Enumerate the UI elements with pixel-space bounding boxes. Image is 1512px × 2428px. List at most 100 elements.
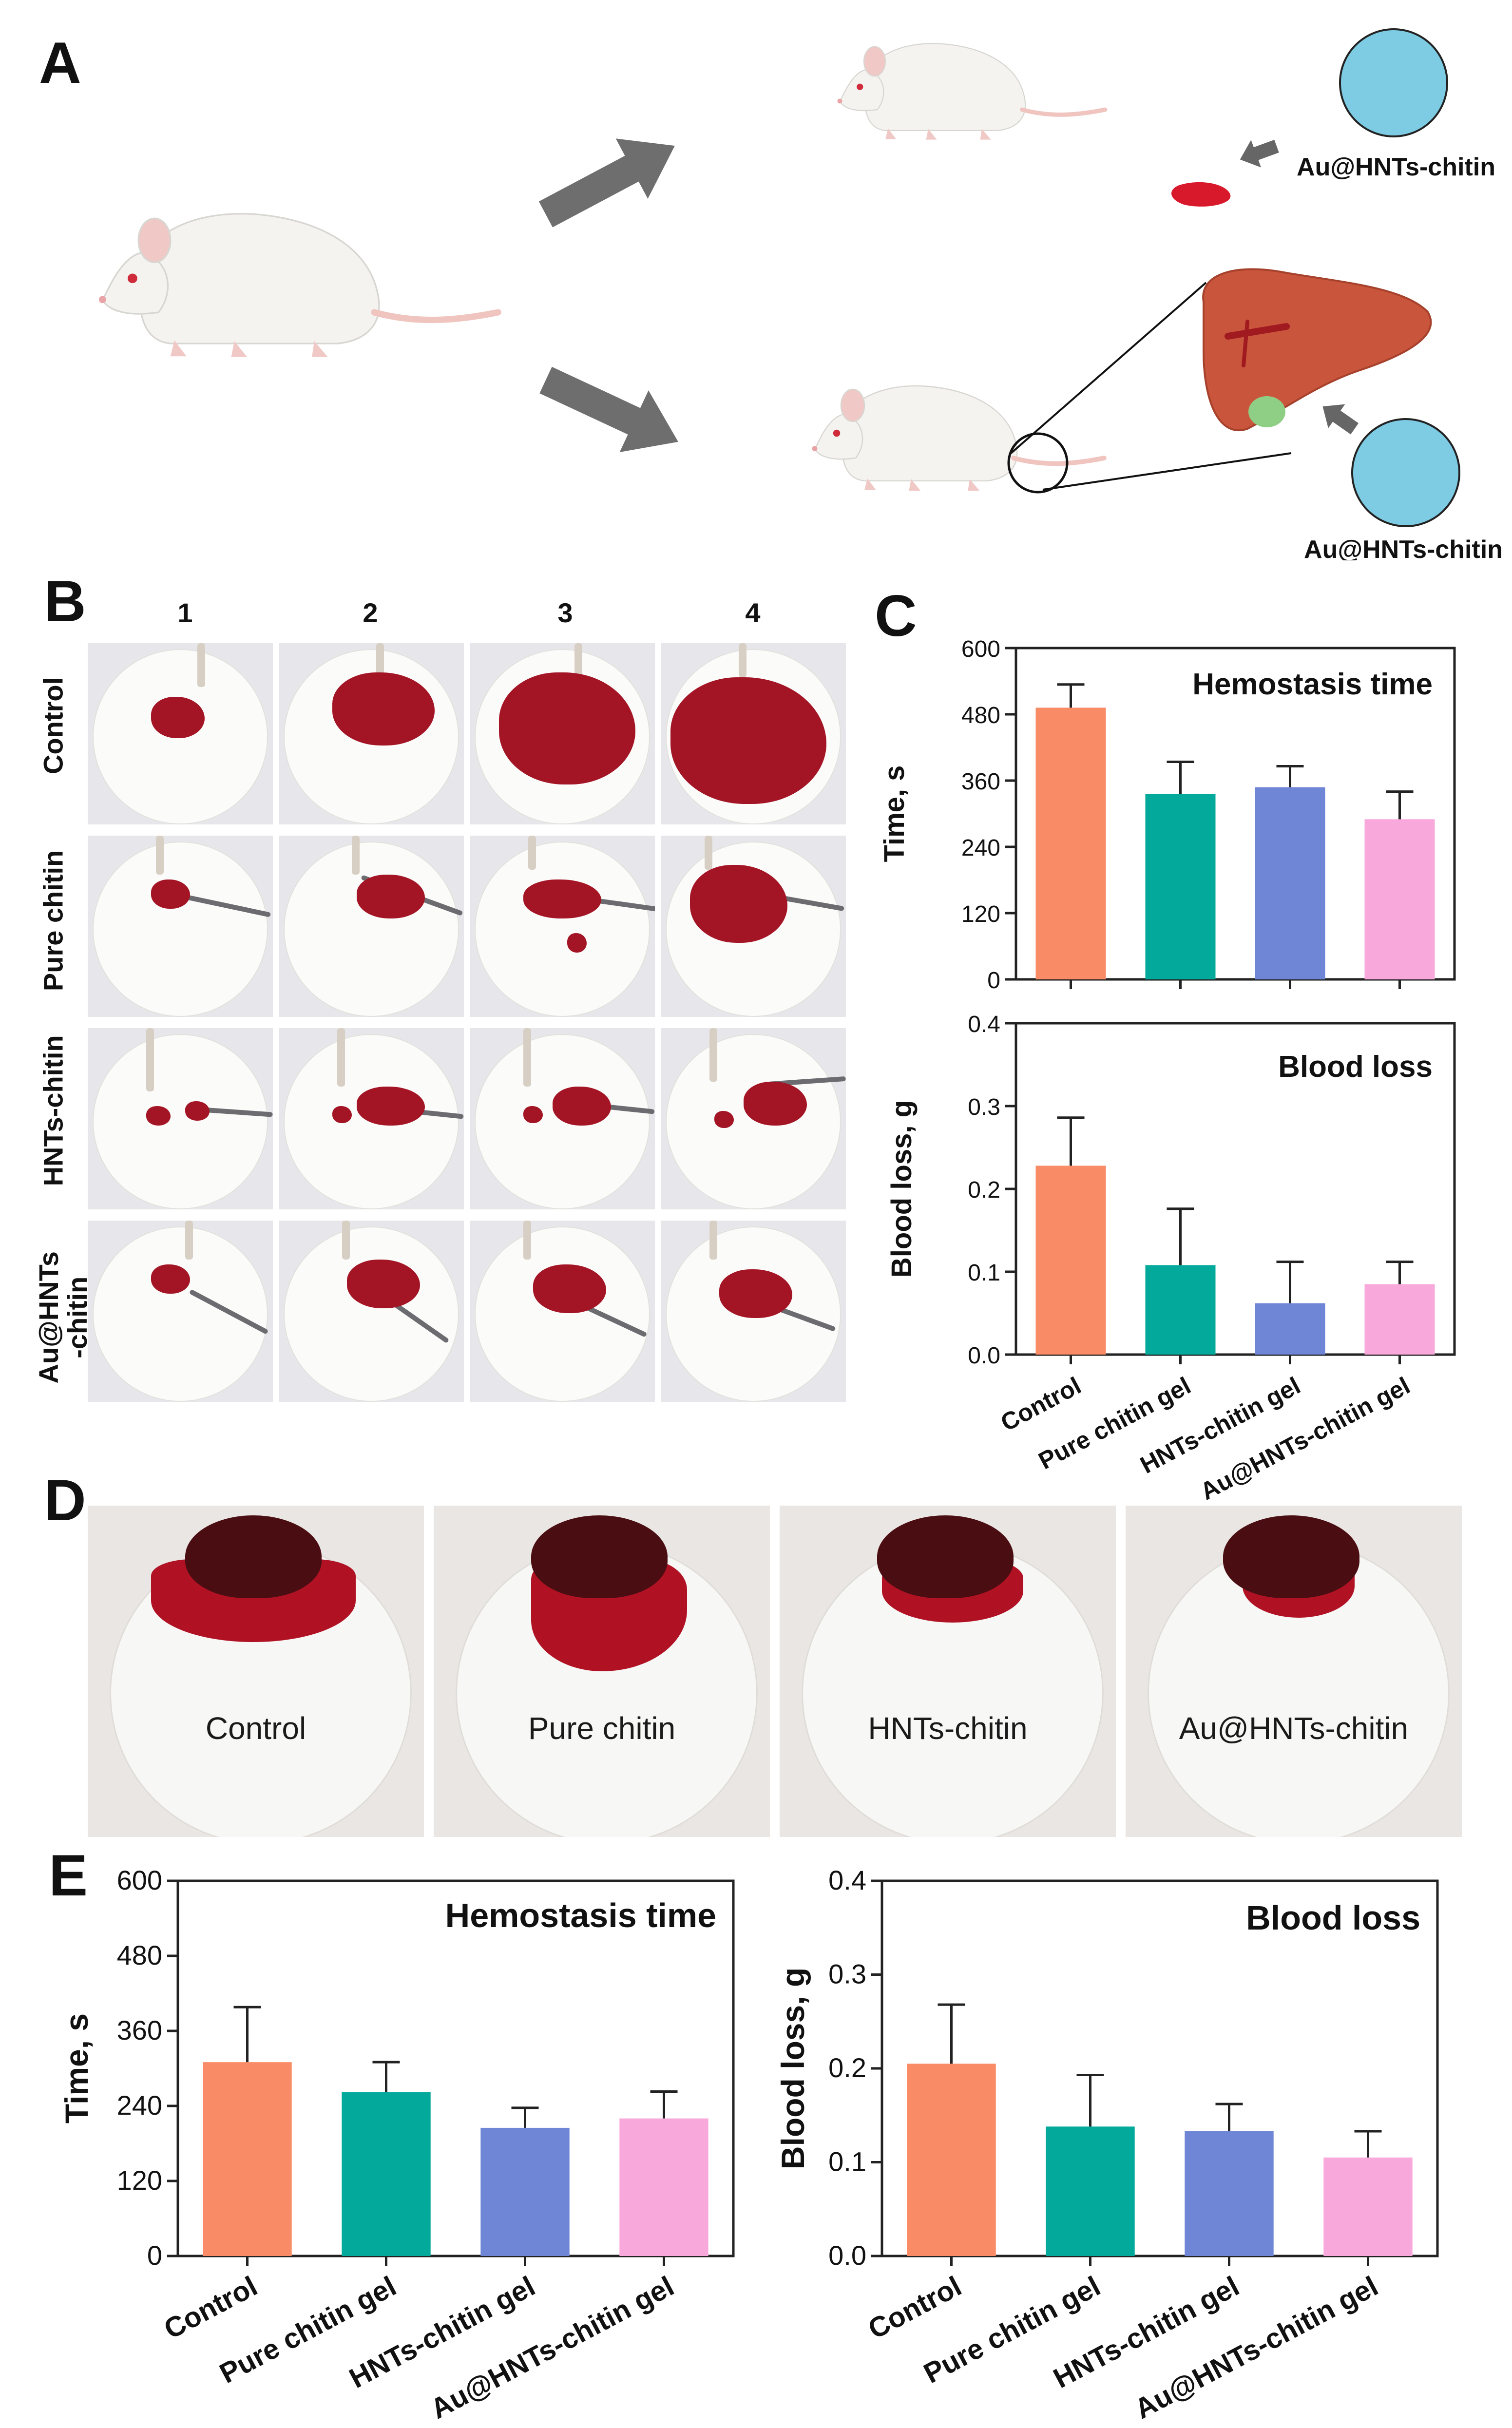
y-tick-label: 480 — [117, 1940, 162, 1970]
bar-hnts-chitin — [1255, 1303, 1325, 1355]
y-axis-label: Blood loss, g — [775, 1968, 811, 2169]
y-axis-label: Time, s — [879, 765, 910, 862]
panel-label-b: B — [44, 569, 86, 634]
chart-title: Blood loss — [1246, 1899, 1420, 1937]
y-tick-label: 0.0 — [968, 1343, 1000, 1369]
column-label-1: 1 — [177, 597, 193, 628]
column-label-3: 3 — [557, 597, 573, 628]
y-tick-label: 0.4 — [828, 1865, 866, 1895]
x-tick-label: Control — [996, 1372, 1085, 1436]
bar-hnts-chitin — [480, 2127, 570, 2256]
photo-au-hnts-chitin-4 — [661, 1221, 846, 1402]
photo-au-hnts-chitin-2 — [279, 1221, 464, 1402]
liver-zoom-circle — [1007, 432, 1069, 494]
small-arrow-top-icon — [1240, 139, 1279, 168]
photo-d-label-control: Control — [205, 1711, 306, 1746]
x-tick-label: Au@HNTs-chitin gel — [425, 2270, 679, 2425]
panel-label-d: D — [44, 1468, 86, 1533]
y-tick-label: 600 — [961, 636, 1000, 662]
bar-pure-chitin — [342, 2092, 431, 2256]
disc-label-top: Au@HNTs-chitin — [1297, 153, 1495, 181]
x-tick-label: Control — [159, 2270, 263, 2345]
y-tick-label: 120 — [117, 2165, 162, 2196]
y-tick-label: 0.2 — [968, 1177, 1000, 1203]
liver-icon — [1202, 268, 1432, 431]
arrow-down-icon — [539, 366, 678, 452]
y-tick-label: 240 — [117, 2090, 162, 2121]
bar-au-hnts-chitin — [1364, 1284, 1435, 1355]
chart-e_time: 0 120 240 360 480 600 Time, s Hemostasis time Co… — [58, 1865, 735, 2425]
photo-control-1 — [88, 643, 273, 824]
chart-e_loss: 0.0 0.1 0.2 0.3 0.4 Blood loss, g Blood loss Co… — [775, 1865, 1439, 2425]
y-tick-label: 0.3 — [968, 1094, 1000, 1120]
au-hnts-chitin-disc-bottom-icon — [1351, 418, 1460, 527]
bar-pure-chitin — [1145, 794, 1216, 979]
photo-d-label-pure-chitin: Pure chitin — [528, 1711, 676, 1746]
chart-title: Hemostasis time — [445, 1896, 716, 1934]
y-tick-label: 0.1 — [968, 1260, 1000, 1286]
zoom-line-2 — [1042, 452, 1292, 491]
bar-hnts-chitin — [1255, 787, 1325, 979]
au-hnts-chitin-disc-icon — [1339, 28, 1448, 137]
y-tick-label: 0.1 — [828, 2146, 866, 2177]
photo-pure-chitin-4 — [661, 836, 846, 1017]
photo-control-2 — [279, 643, 464, 824]
bar-control — [1035, 707, 1106, 979]
photo-pure-chitin-3 — [470, 836, 655, 1017]
chart-title: Hemostasis time — [1192, 668, 1433, 701]
chart-c_time: 0 120 240 360 480 600 Time, s Hemostasis time — [879, 636, 1456, 994]
plot-frame — [176, 1879, 735, 2257]
photo-d-pure-chitin: Pure chitin — [434, 1506, 770, 1837]
y-tick-label: 240 — [961, 835, 1000, 861]
photo-d-control: Control — [88, 1506, 424, 1837]
bar-au-hnts-chitin — [1323, 2157, 1413, 2256]
chart-title: Blood loss — [1278, 1050, 1433, 1084]
y-tick-label: 360 — [961, 769, 1000, 795]
y-tick-label: 0.4 — [968, 1012, 1000, 1037]
bar-pure-chitin — [1046, 2126, 1135, 2256]
photo-hnts-chitin-2 — [279, 1028, 464, 1209]
y-tick-label: 120 — [961, 901, 1000, 927]
y-axis-label: Blood loss, g — [886, 1100, 918, 1278]
y-tick-label: 0.2 — [828, 2052, 866, 2083]
disc-label-bottom: Au@HNTs-chitin — [1304, 535, 1503, 560]
x-tick-label: Control — [863, 2270, 967, 2345]
y-axis-label: Time, s — [58, 2013, 95, 2123]
y-tick-label: 0 — [987, 968, 1000, 994]
photo-au-hnts-chitin-1 — [88, 1221, 273, 1402]
column-label-2: 2 — [363, 597, 378, 628]
bar-hnts-chitin — [1185, 2131, 1274, 2256]
panel-label-a: A — [39, 30, 81, 96]
photo-control-3 — [470, 643, 655, 824]
photo-d-hnts-chitin: HNTs-chitin — [780, 1506, 1116, 1837]
arrow-up-icon — [538, 138, 675, 228]
y-tick-label: 600 — [117, 1865, 162, 1895]
y-tick-label: 0.3 — [828, 1959, 866, 1989]
x-tick-label: Au@HNTs-chitin gel — [1196, 1372, 1415, 1505]
zoom-line-1 — [1010, 282, 1207, 454]
photo-hnts-chitin-4 — [661, 1028, 846, 1209]
panel-label-c: C — [875, 583, 917, 649]
y-tick-label: 0 — [147, 2240, 162, 2271]
photo-hnts-chitin-1 — [88, 1028, 273, 1209]
bar-pure-chitin — [1145, 1265, 1216, 1355]
panel-a-schematic: Au@HNTs-chitin Au@HNTs-chitin — [0, 28, 1503, 560]
chart-c_loss: 0.0 0.1 0.2 0.3 0.4 Blood loss, g Blood loss Co… — [886, 1012, 1456, 1505]
y-tick-label: 360 — [117, 2015, 162, 2046]
bar-au-hnts-chitin — [619, 2118, 708, 2256]
blood-drop-icon — [1171, 182, 1231, 207]
bar-control — [1035, 1166, 1106, 1355]
photo-pure-chitin-2 — [279, 836, 464, 1017]
column-label-4: 4 — [745, 597, 761, 628]
small-arrow-bottom-icon — [1322, 404, 1359, 435]
y-tick-label: 480 — [961, 703, 1000, 728]
bar-control — [907, 2064, 996, 2256]
y-tick-label: 0.0 — [828, 2240, 866, 2271]
photo-pure-chitin-1 — [88, 836, 273, 1017]
photo-d-label-hnts-chitin: HNTs-chitin — [868, 1711, 1028, 1746]
bar-au-hnts-chitin — [1364, 819, 1435, 979]
bar-control — [203, 2062, 292, 2256]
photo-d-au-hnts-chitin: Au@HNTs-chitin — [1126, 1506, 1462, 1837]
photo-control-4 — [661, 643, 846, 824]
